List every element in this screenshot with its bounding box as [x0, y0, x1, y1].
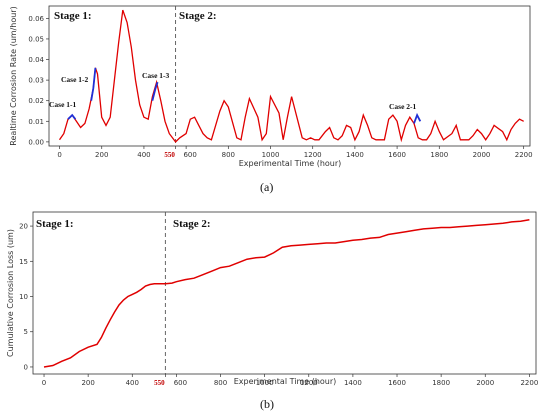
stage1-label-b: Stage 1: [36, 218, 74, 230]
x-tick-label: 1000 [262, 151, 280, 159]
stage2-label-b: Stage 2: [173, 218, 211, 230]
x-tick-label: 800 [222, 151, 235, 159]
y-tick-label: 5 [24, 328, 28, 336]
x-tick-label: 600 [183, 151, 196, 159]
x-tick-label: 550 [164, 151, 175, 159]
x-tick-label: 2000 [476, 379, 494, 387]
plot-area-a [48, 5, 531, 147]
x-tick-label: 0 [42, 379, 46, 387]
y-tick-label: 0.06 [28, 15, 44, 23]
highlight-segment [413, 112, 422, 124]
x-tick-label: 1600 [388, 151, 406, 159]
y-tick-label: 20 [19, 223, 28, 231]
x-tick-label: 2200 [515, 151, 533, 159]
highlight-segment [67, 113, 77, 120]
y-tick-label: 0.00 [28, 138, 44, 146]
chart-a: 0 200 400 550 600 800 1000 1200 1400 1600 1800 2000… [9, 5, 533, 194]
x-axis-label-a: Experimental Time (hour) [239, 159, 342, 168]
chart-b: 0 200 400 550 600 800 1000 1200 1400 1600 1800 2000… [6, 211, 538, 411]
case-label-1-3: Case 1-3 [142, 71, 170, 80]
x-axis-label-b: Experimental Time (hour) [234, 377, 337, 386]
panel-label-a: (a) [260, 180, 273, 194]
x-tick-label: 400 [126, 379, 139, 387]
y-tick-label: 0.05 [28, 35, 44, 43]
x-tick-label: 0 [57, 151, 61, 159]
series-line-a [58, 9, 524, 143]
ticks-a: 0 200 400 550 600 800 1000 1200 1400 1600 1800 2000… [28, 15, 532, 159]
x-tick-label: 800 [214, 379, 227, 387]
case-label-1-2: Case 1-2 [61, 75, 89, 84]
y-tick-label: 0.01 [28, 118, 44, 126]
case-label-1-1: Case 1-1 [49, 100, 77, 109]
x-tick-label: 1200 [300, 379, 318, 387]
x-tick-label: 1800 [430, 151, 448, 159]
x-tick-label: 200 [95, 151, 108, 159]
y-tick-label: 0.02 [28, 97, 44, 105]
x-tick-label: 600 [174, 379, 187, 387]
x-tick-label: 550 [154, 379, 165, 387]
x-tick-label: 1200 [304, 151, 322, 159]
highlight-segments [67, 67, 422, 124]
stage2-label-a: Stage 2: [179, 10, 217, 22]
highlight-segment [151, 81, 159, 101]
ticks-b: 0 200 400 550 600 800 1000 1200 1400 1600 1800 2000… [19, 223, 538, 387]
stage1-label-a: Stage 1: [54, 10, 92, 22]
y-axis-label-b: Cumulative Corrosion Loss (um) [6, 229, 15, 357]
x-tick-label: 1600 [388, 379, 406, 387]
case-label-2-1: Case 2-1 [389, 102, 417, 111]
x-tick-label: 1400 [344, 379, 362, 387]
x-tick-label: 2000 [473, 151, 491, 159]
series-line-b [43, 218, 530, 368]
x-tick-label: 1400 [346, 151, 364, 159]
panel-label-b: (b) [260, 397, 274, 411]
y-tick-label: 0 [24, 363, 28, 371]
y-tick-label: 10 [19, 293, 28, 301]
x-tick-label: 1800 [432, 379, 450, 387]
y-tick-label: 0.04 [28, 56, 44, 64]
y-tick-label: 15 [19, 258, 28, 266]
highlight-segment [90, 67, 97, 101]
x-tick-label: 2200 [520, 379, 538, 387]
x-tick-label: 1000 [256, 379, 274, 387]
plot-area-b [32, 211, 537, 375]
x-tick-label: 400 [137, 151, 150, 159]
y-axis-label-a: Realtime Corrosion Rate (um/hour) [9, 6, 18, 145]
y-tick-label: 0.03 [28, 77, 44, 85]
x-tick-label: 200 [81, 379, 94, 387]
